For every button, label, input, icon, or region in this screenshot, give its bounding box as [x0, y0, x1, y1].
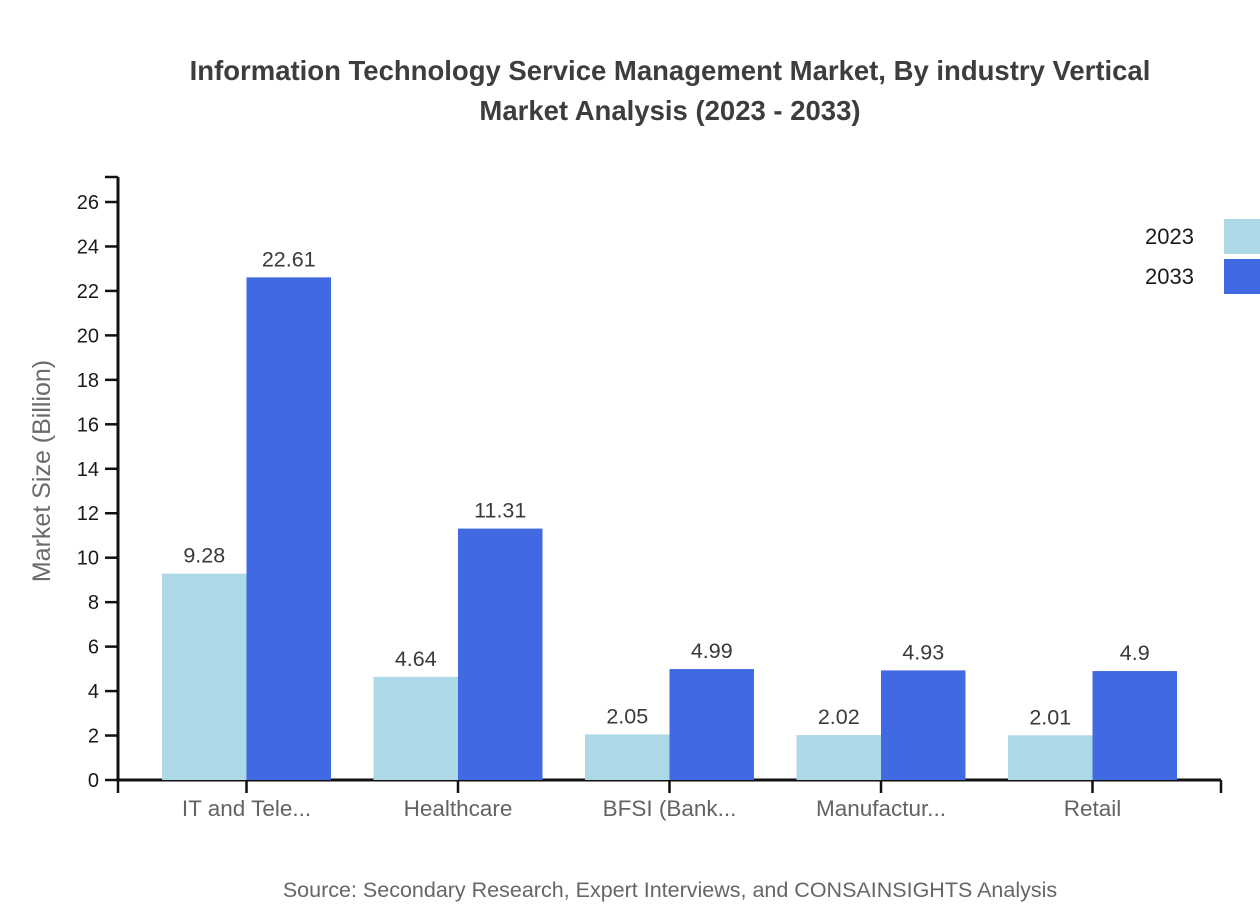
- bar-2023-1: [162, 573, 247, 780]
- legend-label-2023: 2023: [1145, 223, 1194, 249]
- source-note: Source: Secondary Research, Expert Inter…: [282, 878, 1058, 902]
- y-tick-label: 16: [77, 414, 99, 436]
- bar-2033-2: [458, 528, 543, 780]
- x-category-label: Healthcare: [404, 796, 513, 821]
- bar-2033-1: [246, 277, 331, 780]
- chart-title-line-2: Market Analysis (2023 - 2033): [479, 94, 861, 126]
- bar-value-label: 2.01: [1029, 705, 1071, 729]
- bar-value-label: 4.93: [902, 640, 944, 664]
- y-tick-label: 8: [88, 592, 99, 614]
- chart-title-line-1: Information Technology Service Managemen…: [189, 55, 1151, 86]
- bar-value-label: 2.02: [818, 705, 860, 729]
- bar-value-label: 2.05: [606, 704, 648, 728]
- y-tick-label: 12: [77, 503, 99, 525]
- bar-2023-4: [796, 735, 881, 780]
- legend: 2023 2033: [1145, 219, 1260, 299]
- bar-2033-3: [669, 669, 754, 780]
- bar-2023-2: [373, 676, 458, 780]
- y-tick-label: 18: [77, 370, 99, 392]
- y-tick-label: 2: [88, 726, 99, 748]
- bar-value-label: 11.31: [474, 499, 526, 523]
- bar-value-label: 9.28: [183, 544, 225, 568]
- x-category-label: Retail: [1064, 796, 1122, 821]
- legend-swatch-2033-icon: [1224, 259, 1260, 294]
- legend-item-2033: 2033: [1145, 259, 1260, 294]
- x-category-label: BFSI (Bank...: [603, 796, 737, 821]
- bar-2023-3: [585, 734, 670, 780]
- legend-item-2023: 2023: [1145, 219, 1260, 254]
- bar-2033-4: [881, 670, 966, 780]
- y-tick-label: 22: [77, 281, 99, 303]
- legend-label-2033: 2033: [1145, 263, 1194, 289]
- y-tick-label: 0: [88, 770, 99, 792]
- bar-value-label: 4.9: [1120, 641, 1150, 665]
- y-tick-label: 10: [77, 548, 99, 570]
- y-tick-label: 26: [77, 192, 99, 214]
- x-category-label: Manufactur...: [816, 796, 946, 821]
- bar-value-label: 4.64: [395, 647, 437, 671]
- bar-value-label: 22.61: [262, 247, 316, 271]
- y-tick-label: 14: [77, 459, 99, 481]
- legend-swatch-2023-icon: [1224, 219, 1260, 254]
- chart-title: Information Technology Service Managemen…: [80, 51, 1260, 130]
- y-tick-label: 20: [77, 325, 99, 347]
- bar-2023-5: [1008, 735, 1093, 780]
- bar-value-label: 4.99: [691, 639, 733, 663]
- x-category-label: IT and Tele...: [182, 796, 311, 821]
- y-tick-label: 4: [88, 681, 99, 703]
- y-tick-label: 24: [77, 236, 99, 258]
- bar-2033-5: [1092, 671, 1177, 780]
- y-tick-label: 6: [88, 637, 99, 659]
